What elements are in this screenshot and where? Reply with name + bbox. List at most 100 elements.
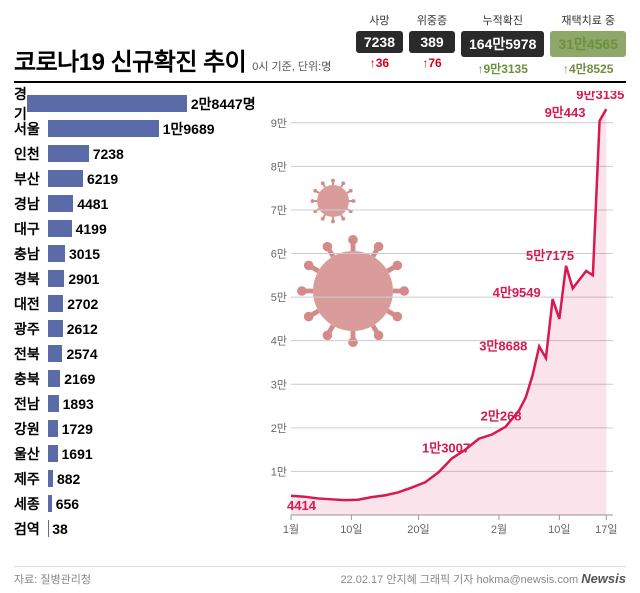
region-label: 경기 [14, 84, 27, 124]
region-label: 울산 [14, 444, 48, 464]
bar-value: 3015 [69, 246, 100, 262]
region-label: 제주 [14, 469, 48, 489]
bar-value: 7238 [93, 146, 124, 162]
trend-svg: 1만2만3만4만5만6만7만8만9만1월10일20일2월10일17일44141만… [260, 91, 626, 545]
svg-text:2월: 2월 [491, 523, 507, 536]
stat-label: 재택치료 중 [561, 12, 615, 28]
stat-delta: ↑36 [370, 56, 389, 70]
bar [48, 420, 58, 437]
stat-재택치료 중: 재택치료 중 31만4565 ↑4만8525 [550, 12, 626, 77]
svg-text:9만: 9만 [271, 117, 287, 130]
stat-delta: ↑9만3135 [477, 60, 527, 77]
stats-group: 사망 7238 ↑36 위중증 389 ↑76 누적확진 164만5978 ↑9만3135 재택치… [356, 12, 626, 77]
stat-누적확진: 누적확진 164만5978 ↑9만3135 [461, 12, 544, 77]
region-label: 경북 [14, 269, 48, 289]
region-label: 광주 [14, 319, 48, 339]
svg-text:6만: 6만 [271, 248, 287, 261]
svg-text:2만268: 2만268 [481, 409, 522, 424]
svg-text:1만: 1만 [271, 465, 287, 478]
bar-value: 656 [56, 496, 79, 512]
bar [27, 95, 187, 112]
bar-row: 검역38 [14, 516, 254, 541]
bar [48, 170, 83, 187]
bar-row: 강원1729 [14, 416, 254, 441]
svg-text:4414: 4414 [287, 498, 317, 513]
bar-value: 2만8447명 [191, 94, 256, 114]
stat-value: 31만4565 [550, 31, 626, 57]
bar [48, 220, 72, 237]
svg-text:10일: 10일 [548, 522, 570, 536]
bar-row: 경북 2901 [14, 266, 254, 291]
virus-icon [311, 179, 356, 224]
bar [48, 145, 89, 162]
svg-text:3만8688: 3만8688 [479, 338, 527, 353]
svg-text:9만443: 9만443 [545, 105, 586, 120]
stat-delta: ↑4만8525 [563, 60, 613, 77]
stat-사망: 사망 7238 ↑36 [356, 12, 403, 77]
stat-delta: ↑76 [422, 56, 441, 70]
bar [48, 445, 58, 462]
bar [48, 320, 63, 337]
bar-row: 서울1만9689 [14, 116, 254, 141]
stat-value: 164만5978 [461, 31, 544, 57]
svg-text:20일: 20일 [407, 522, 429, 536]
region-label: 경남 [14, 194, 48, 214]
stat-label: 사망 [369, 12, 389, 28]
stat-label: 누적확진 [482, 12, 522, 28]
svg-text:17일: 17일 [595, 522, 617, 536]
source-text: 자료: 질병관리청 [14, 571, 91, 587]
bar [48, 295, 63, 312]
bar-value: 1893 [63, 396, 94, 412]
page-title: 코로나19 신규확진 추이 [14, 42, 246, 77]
stat-value: 7238 [356, 31, 403, 53]
bar-row: 제주 882 [14, 466, 254, 491]
trend-chart: 1만2만3만4만5만6만7만8만9만1월10일20일2월10일17일44141만… [260, 91, 626, 550]
bar-row: 경남 4481 [14, 191, 254, 216]
svg-text:5만7175: 5만7175 [526, 248, 574, 263]
virus-icon [297, 235, 409, 347]
bar [48, 245, 65, 262]
stat-value: 389 [409, 31, 455, 53]
bar-value: 1만9689 [163, 119, 215, 139]
region-label: 대전 [14, 294, 48, 314]
bar-row: 충남 3015 [14, 241, 254, 266]
bar-value: 2169 [64, 371, 95, 387]
bar-value: 882 [57, 471, 80, 487]
region-label: 대구 [14, 219, 48, 239]
bar-row: 세종 656 [14, 491, 254, 516]
svg-text:1만3007: 1만3007 [422, 440, 470, 455]
bar [48, 495, 52, 512]
bar-value: 4199 [76, 221, 107, 237]
bar-value: 4481 [77, 196, 108, 212]
bar-row: 인천 7238 [14, 141, 254, 166]
region-label: 세종 [14, 494, 48, 514]
bar-row: 부산6219 [14, 166, 254, 191]
region-label: 인천 [14, 144, 48, 164]
svg-text:3만: 3만 [271, 378, 287, 391]
bar-value: 2901 [68, 271, 99, 287]
bar-value: 1729 [62, 421, 93, 437]
region-label: 충남 [14, 244, 48, 264]
bar-value: 2702 [67, 296, 98, 312]
bar-row: 대구 4199 [14, 216, 254, 241]
stat-label: 위중증 [417, 12, 447, 28]
bar-row: 대전 2702 [14, 291, 254, 316]
bar [48, 120, 159, 137]
svg-text:5만: 5만 [271, 291, 287, 304]
bar [48, 470, 53, 487]
bar-row: 울산1691 [14, 441, 254, 466]
region-label: 검역 [14, 519, 48, 539]
stat-위중증: 위중증 389 ↑76 [409, 12, 455, 77]
region-label: 전남 [14, 394, 48, 414]
svg-text:8만: 8만 [271, 160, 287, 173]
bar-row: 경기2만8447명 [14, 91, 254, 116]
svg-text:4만: 4만 [271, 335, 287, 348]
bar-value: 2612 [67, 321, 98, 337]
credit: 22.02.17 안지혜 그래픽 기자 hokma@newsis.com New… [340, 571, 626, 587]
bar [48, 370, 60, 387]
region-label: 부산 [14, 169, 48, 189]
region-bar-chart: 경기2만8447명서울1만9689 인천 7238 부산6219 경남 4481 대구 419… [14, 91, 254, 550]
svg-text:9만3135: 9만3135 [576, 91, 624, 102]
header: 코로나19 신규확진 추이 0시 기준, 단위:명 사망7238↑36위중증38… [14, 12, 626, 83]
region-label: 충북 [14, 369, 48, 389]
